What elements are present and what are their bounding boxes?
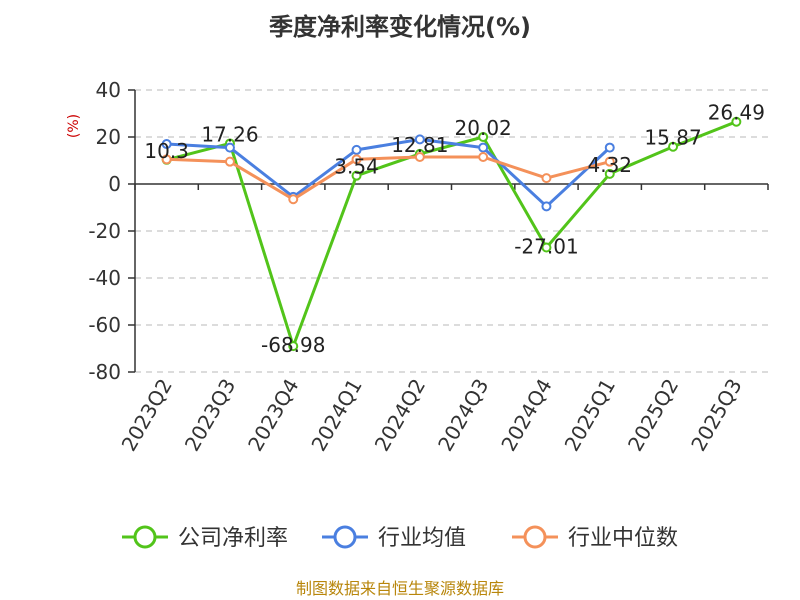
y-tick-label: -60 — [88, 313, 121, 337]
x-tick-label: 2025Q2 — [623, 375, 683, 456]
legend-label[interactable]: 公司净利率 — [178, 526, 288, 551]
x-tick-label: 2025Q1 — [560, 375, 620, 456]
data-point[interactable] — [351, 144, 362, 155]
series-line-1 — [166, 137, 611, 208]
chart-title: 季度净利率变化情况(%) — [269, 13, 531, 41]
y-tick-label: 0 — [108, 172, 121, 196]
source-footer: 制图数据来自恒生聚源数据库 — [296, 579, 504, 598]
data-point[interactable] — [541, 173, 552, 184]
data-label: 3.54 — [334, 155, 379, 179]
data-label: 12.81 — [391, 133, 448, 157]
data-point[interactable] — [161, 139, 172, 150]
data-point[interactable] — [288, 194, 299, 205]
y-tick-label: 20 — [96, 125, 121, 149]
data-labels: 10.3 17.26 -68.98 3.54 12.81 20.02 -27.01 4.32 1… — [144, 101, 765, 357]
series-line-0 — [166, 120, 737, 348]
data-label: 20.02 — [455, 116, 512, 140]
legend: 公司净利率 行业均值 行业中位数 — [122, 525, 678, 551]
data-point[interactable] — [414, 151, 425, 162]
data-point[interactable] — [224, 142, 235, 153]
data-label: 15.87 — [644, 126, 701, 150]
series-lines — [161, 116, 742, 352]
data-point[interactable] — [541, 242, 552, 253]
series-line-2 — [166, 155, 611, 201]
legend-label[interactable]: 行业中位数 — [568, 526, 678, 551]
y-tick-label: 40 — [96, 78, 121, 102]
y-tick-label: -40 — [88, 266, 121, 290]
legend-marker — [523, 525, 547, 549]
x-tick-label: 2024Q3 — [433, 375, 493, 456]
x-tick-label: 2025Q3 — [686, 375, 746, 456]
data-point[interactable] — [161, 154, 172, 165]
data-point[interactable] — [288, 341, 299, 352]
data-point[interactable] — [731, 116, 742, 127]
y-tick-label: -80 — [88, 360, 121, 384]
legend-marker — [333, 525, 357, 549]
y-tick-label: -20 — [88, 219, 121, 243]
x-tick-label: 2024Q4 — [496, 375, 556, 456]
data-point[interactable] — [478, 131, 489, 142]
y-axis-unit: (%) — [66, 114, 82, 138]
data-point[interactable] — [351, 154, 362, 165]
data-label: 10.3 — [144, 139, 189, 163]
x-tick-label: 2024Q1 — [306, 375, 366, 456]
data-point[interactable] — [478, 142, 489, 153]
data-point[interactable] — [224, 156, 235, 167]
data-label: 26.49 — [708, 101, 765, 125]
data-point[interactable] — [541, 201, 552, 212]
data-point[interactable] — [668, 141, 679, 152]
data-label: -68.98 — [261, 333, 325, 357]
data-point[interactable] — [604, 168, 615, 179]
x-tick-label: 2023Q4 — [243, 375, 303, 456]
x-tick-label: 2023Q2 — [117, 375, 177, 456]
data-point[interactable] — [604, 156, 615, 167]
legend-marker — [133, 525, 157, 549]
data-label: 4.32 — [587, 153, 632, 177]
data-point[interactable] — [351, 170, 362, 181]
data-point[interactable] — [604, 142, 615, 153]
legend-label[interactable]: 行业均值 — [378, 526, 466, 551]
data-label: 17.26 — [201, 122, 258, 146]
data-point[interactable] — [478, 151, 489, 162]
data-point[interactable] — [414, 134, 425, 145]
x-tick-label: 2023Q3 — [180, 375, 240, 456]
data-label: -27.01 — [514, 234, 578, 258]
x-tick-label: 2024Q2 — [370, 375, 430, 456]
